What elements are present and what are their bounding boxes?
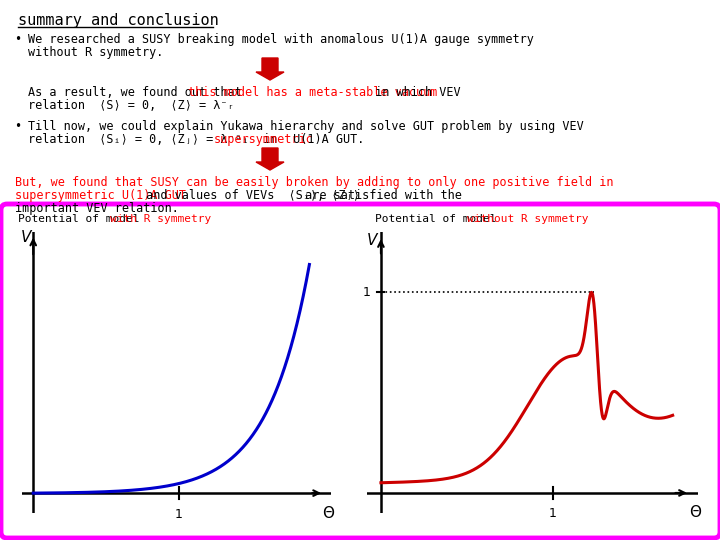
Text: with R symmetry: with R symmetry [110, 214, 212, 224]
Text: •: • [14, 33, 21, 46]
Text: 1: 1 [175, 508, 182, 521]
Polygon shape [256, 148, 284, 170]
Text: But, we found that SUSY can be easily broken by adding to only one positive fiel: But, we found that SUSY can be easily br… [15, 176, 613, 189]
Text: 1: 1 [549, 507, 557, 520]
Text: V: V [21, 230, 31, 245]
Text: without R symmetry.: without R symmetry. [28, 46, 163, 59]
Text: 1: 1 [363, 286, 371, 299]
Text: Potential of model: Potential of model [375, 214, 503, 224]
Polygon shape [256, 58, 284, 80]
Text: important VEV relation.: important VEV relation. [15, 202, 179, 215]
Text: Potential of model: Potential of model [18, 214, 146, 224]
Text: this model has a meta-stable vacuum: this model has a meta-stable vacuum [188, 86, 437, 99]
Text: We researched a SUSY breaking model with anomalous U(1)A gauge symmetry: We researched a SUSY breaking model with… [28, 33, 534, 46]
Text: are satisfied with the: are satisfied with the [298, 189, 462, 202]
Text: summary and conclusion: summary and conclusion [18, 13, 219, 28]
Text: •: • [14, 120, 21, 133]
Text: Θ: Θ [323, 505, 334, 521]
Text: V: V [367, 233, 377, 248]
Text: in which VEV: in which VEV [368, 86, 461, 99]
Text: Till now, we could explain Yukawa hierarchy and solve GUT problem by using VEV: Till now, we could explain Yukawa hierar… [28, 120, 584, 133]
Text: supersymmetric: supersymmetric [213, 133, 313, 146]
Text: and values of VEVs  ⟨Sᵢ⟩, ⟨Zⱼ⟩: and values of VEVs ⟨Sᵢ⟩, ⟨Zⱼ⟩ [139, 189, 359, 202]
Text: U(1)A GUT.: U(1)A GUT. [286, 133, 364, 146]
FancyBboxPatch shape [1, 204, 720, 538]
Text: relation  ⟨S⟩ = 0,  ⟨Z⟩ = λ⁻ᵣ: relation ⟨S⟩ = 0, ⟨Z⟩ = λ⁻ᵣ [28, 99, 235, 112]
Text: without R symmetry: without R symmetry [467, 214, 588, 224]
Text: supersymmetric U(1)A GUT: supersymmetric U(1)A GUT [15, 189, 186, 202]
Text: As a result, we found out that: As a result, we found out that [28, 86, 249, 99]
Text: Θ: Θ [689, 505, 701, 520]
Text: relation  ⟨Sᵢ⟩ = 0, ⟨Zⱼ⟩ = λ⁻ᵃᵢ  in: relation ⟨Sᵢ⟩ = 0, ⟨Zⱼ⟩ = λ⁻ᵃᵢ in [28, 133, 284, 146]
